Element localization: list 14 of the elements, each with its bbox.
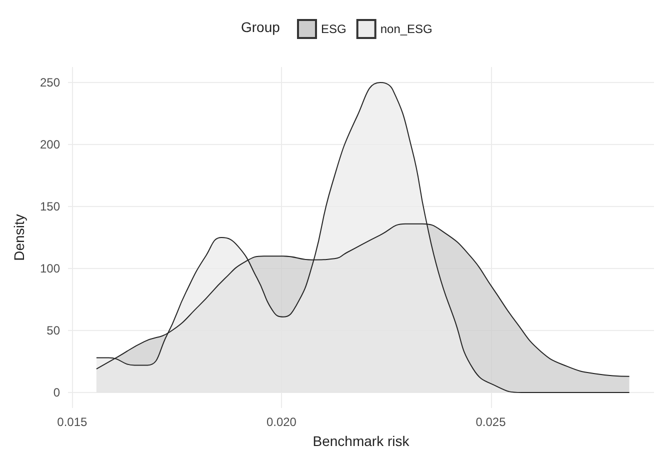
x-tick-label: 0.025 <box>476 415 506 429</box>
y-tick-label: 200 <box>40 138 60 152</box>
legend-label: non_ESG <box>380 22 432 36</box>
x-tick-label: 0.020 <box>266 415 297 429</box>
x-tick-label: 0.015 <box>57 415 88 429</box>
legend-title: Group <box>241 19 280 35</box>
y-tick-label: 0 <box>53 386 60 400</box>
y-tick-label: 100 <box>40 262 60 276</box>
y-axis-title: Density <box>11 214 27 261</box>
legend-label: ESG <box>321 22 346 36</box>
y-tick-label: 250 <box>40 76 60 90</box>
y-tick-label: 150 <box>40 200 60 214</box>
x-axis-title: Benchmark risk <box>312 433 410 449</box>
y-tick-label: 50 <box>46 324 60 338</box>
